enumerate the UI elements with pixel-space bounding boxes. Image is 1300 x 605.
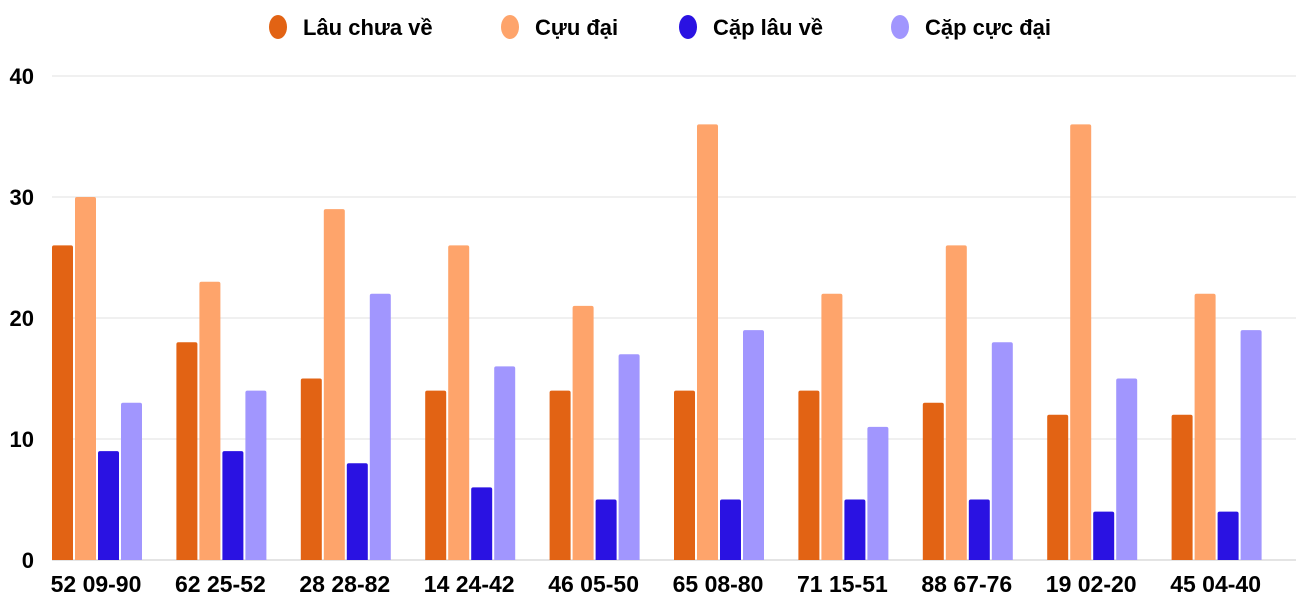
bar-3 bbox=[720, 499, 741, 560]
bar-1 bbox=[300, 378, 322, 560]
bar-2 bbox=[448, 245, 470, 560]
bar-3 bbox=[98, 451, 119, 560]
bar-2 bbox=[1070, 124, 1092, 561]
bar-4 bbox=[867, 426, 889, 560]
bar-2 bbox=[1194, 293, 1216, 560]
bar-3 bbox=[471, 487, 493, 560]
bar-1 bbox=[798, 390, 820, 560]
y-tick-label: 20 bbox=[10, 306, 34, 331]
bar-1 bbox=[1047, 414, 1069, 560]
bar-1 bbox=[922, 402, 944, 560]
x-tick-label: 46 05-50 bbox=[548, 571, 639, 597]
bar-2 bbox=[323, 209, 345, 560]
bar-2 bbox=[945, 245, 967, 560]
bar-4 bbox=[743, 330, 764, 560]
bar-1 bbox=[674, 390, 695, 560]
x-tick-label: 71 15-51 bbox=[797, 571, 888, 597]
y-tick-label: 0 bbox=[22, 548, 34, 573]
y-tick-label: 10 bbox=[10, 427, 34, 452]
x-tick-label: 65 08-80 bbox=[673, 571, 764, 597]
bar-1 bbox=[425, 390, 447, 560]
bar-4 bbox=[494, 366, 516, 560]
bar-2 bbox=[572, 305, 594, 560]
legend-swatch bbox=[501, 15, 519, 39]
bar-4 bbox=[369, 293, 391, 560]
bar-3 bbox=[844, 499, 866, 560]
bar-1 bbox=[176, 342, 198, 560]
x-tick-label: 52 09-90 bbox=[51, 571, 142, 597]
bar-4 bbox=[618, 354, 640, 560]
x-tick-label: 45 04-40 bbox=[1170, 571, 1261, 597]
bar-2 bbox=[697, 124, 718, 561]
bar-4 bbox=[121, 402, 142, 560]
bar-3 bbox=[222, 451, 244, 560]
legend-label: Cặp cực đại bbox=[925, 15, 1051, 40]
y-tick-label: 40 bbox=[10, 64, 34, 89]
bar-1 bbox=[549, 390, 571, 560]
legend-swatch bbox=[891, 15, 909, 39]
bar-4 bbox=[991, 342, 1013, 560]
bar-4 bbox=[1240, 330, 1262, 560]
x-tick-label: 19 02-20 bbox=[1046, 571, 1137, 597]
bars bbox=[52, 124, 1262, 561]
bar-2 bbox=[821, 293, 843, 560]
legend-item: Cặp cực đại bbox=[891, 15, 1051, 40]
legend: Lâu chưa về Cựu đại Cặp lâu về Cặp cực đại bbox=[269, 15, 1051, 40]
legend-label: Cựu đại bbox=[535, 15, 618, 40]
y-tick-label: 30 bbox=[10, 185, 34, 210]
x-tick-label: 62 25-52 bbox=[175, 571, 266, 597]
bar-1 bbox=[52, 245, 73, 560]
legend-item: Cặp lâu về bbox=[679, 15, 823, 40]
bar-1 bbox=[1171, 414, 1193, 560]
legend-label: Lâu chưa về bbox=[303, 15, 433, 40]
legend-swatch bbox=[269, 15, 287, 39]
legend-item: Cựu đại bbox=[501, 15, 618, 40]
legend-swatch bbox=[679, 15, 697, 39]
bar-3 bbox=[595, 499, 617, 560]
bar-3 bbox=[1217, 511, 1239, 560]
bar-3 bbox=[968, 499, 990, 560]
y-axis: 0 10 20 30 40 bbox=[10, 64, 34, 573]
bar-4 bbox=[1116, 378, 1138, 560]
legend-label: Cặp lâu về bbox=[713, 15, 823, 40]
bar-4 bbox=[245, 390, 267, 560]
bar-3 bbox=[346, 463, 368, 560]
bar-3 bbox=[1093, 511, 1115, 560]
x-axis: 52 09-90 62 25-52 28 28-82 14 24-42 46 05-50… bbox=[51, 571, 1261, 597]
x-tick-label: 14 24-42 bbox=[424, 571, 515, 597]
legend-item: Lâu chưa về bbox=[269, 15, 433, 40]
bar-2 bbox=[75, 197, 96, 560]
x-tick-label: 88 67-76 bbox=[921, 571, 1012, 597]
x-tick-label: 28 28-82 bbox=[299, 571, 390, 597]
bar-2 bbox=[199, 281, 221, 560]
